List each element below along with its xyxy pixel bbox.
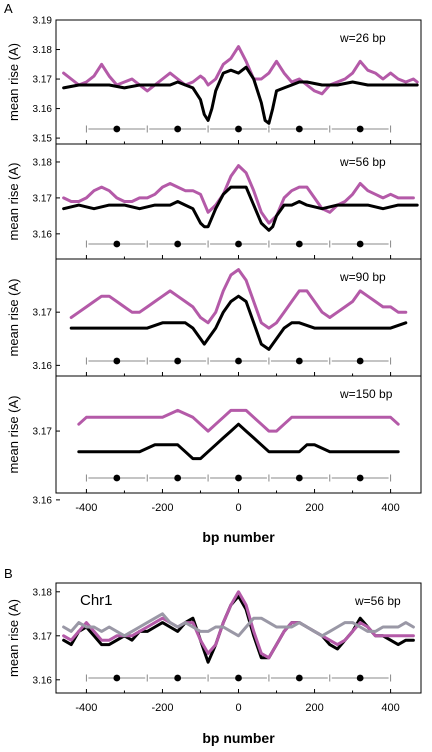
y-tick-label: 3.17 <box>33 193 53 204</box>
y-tick-label: 3.16 <box>33 229 53 240</box>
nucleosome-dot <box>174 125 182 133</box>
y-tick-label: 3.16 <box>33 675 53 686</box>
nucleosome-dot <box>295 125 303 133</box>
series-line-black <box>77 422 400 461</box>
nucleosome-dot <box>235 474 242 482</box>
x-tick-label: 400 <box>381 502 399 514</box>
window-label: w=150 bp <box>339 387 393 401</box>
y-axis-label: mean rise (A) <box>6 395 21 473</box>
y-tick-label: 3.16 <box>33 361 53 372</box>
x-tick-label: 0 <box>235 502 241 514</box>
nucleosome-dot <box>174 674 182 682</box>
x-axis-label: bp number <box>202 730 275 746</box>
y-tick-label: 3.18 <box>33 45 53 56</box>
x-tick-label: 400 <box>381 702 399 714</box>
series-line-black <box>69 294 408 351</box>
x-tick-label: 200 <box>305 502 323 514</box>
nucleosome-dot <box>356 474 364 482</box>
window-label: w=56 bp <box>354 594 401 608</box>
nucleosome-dot <box>174 357 182 365</box>
nucleosome-dot <box>295 674 303 682</box>
nucleosome-dot <box>113 125 121 133</box>
series-line-magenta <box>62 45 419 96</box>
nucleosome-dot <box>235 240 242 248</box>
window-label: w=26 bp <box>339 31 386 45</box>
y-tick-label: 3.15 <box>33 134 53 145</box>
nucleosome-dot <box>295 240 303 248</box>
x-tick-label: -200 <box>151 502 173 514</box>
chromosome-label: Chr1 <box>80 592 113 609</box>
nucleosome-dot <box>356 240 364 248</box>
plot-b: 3.16 3.17 3.18 w=56 bp Chr1 mean rise (A) <box>6 582 422 694</box>
nucleosome-dot <box>295 474 303 482</box>
plot-a4: 3.16 3.17 w=150 bp mean rise (A) <box>6 375 422 506</box>
window-label: w=56 bp <box>339 155 386 169</box>
x-tick-label: -200 <box>151 702 173 714</box>
nucleosome-dot <box>356 357 364 365</box>
plot-a3: 3.16 3.17 w=90 bp mean rise (A) <box>6 258 422 377</box>
series-line-magenta <box>69 268 408 330</box>
y-tick-label: 3.19 <box>33 16 53 27</box>
x-tick-label: -400 <box>75 502 97 514</box>
y-tick-label: 3.17 <box>33 75 53 86</box>
y-axis-label: mean rise (A) <box>6 278 21 356</box>
nucleosome-dot <box>113 357 121 365</box>
y-tick-label: 3.17 <box>33 631 53 642</box>
nucleosome-dot <box>113 240 121 248</box>
nucleosome-dot <box>235 674 242 682</box>
plot-a2: 3.16 3.17 3.18 w=56 bp mean rise (A) <box>6 143 422 260</box>
nucleosome-dot <box>295 357 303 365</box>
panel-a-letter: A <box>4 1 13 16</box>
y-tick-label: 3.17 <box>33 427 53 438</box>
window-label: w=90 bp <box>339 270 386 284</box>
nucleosome-dot <box>113 474 121 482</box>
plot-a1: 3.15 3.16 3.17 3.18 3.19 w=26 bp mean rise (A) <box>6 16 422 145</box>
y-axis-label: mean rise (A) <box>6 599 21 677</box>
y-axis-label: mean rise (A) <box>6 162 21 240</box>
series-line-magenta <box>77 408 400 433</box>
series-line-black <box>62 65 419 125</box>
y-tick-label: 3.17 <box>33 308 53 319</box>
x-tick-label: -400 <box>75 702 97 714</box>
nucleosome-dot <box>174 474 182 482</box>
nucleosome-dot <box>235 357 242 365</box>
plots-layer: 3.15 3.16 3.17 3.18 3.19 w=26 bp mean rise (A)… <box>6 16 422 746</box>
panel-b-letter: B <box>4 566 13 581</box>
nucleosome-dot <box>356 125 364 133</box>
y-axis-label: mean rise (A) <box>6 43 21 121</box>
series-line-magenta <box>62 164 415 225</box>
y-tick-label: 3.18 <box>33 587 53 598</box>
x-tick-label: 200 <box>305 702 323 714</box>
series-line-gray <box>62 612 415 638</box>
nucleosome-dot <box>113 674 121 682</box>
nucleosome-dot <box>356 674 364 682</box>
nucleosome-dot <box>235 125 242 133</box>
series-line-black <box>62 185 419 232</box>
x-axis-label: bp number <box>202 529 275 545</box>
y-tick-label: 3.16 <box>33 495 53 506</box>
y-tick-label: 3.18 <box>33 157 53 168</box>
x-tick-label: 0 <box>235 702 241 714</box>
y-tick-label: 3.16 <box>33 104 53 115</box>
nucleosome-dot <box>174 240 182 248</box>
